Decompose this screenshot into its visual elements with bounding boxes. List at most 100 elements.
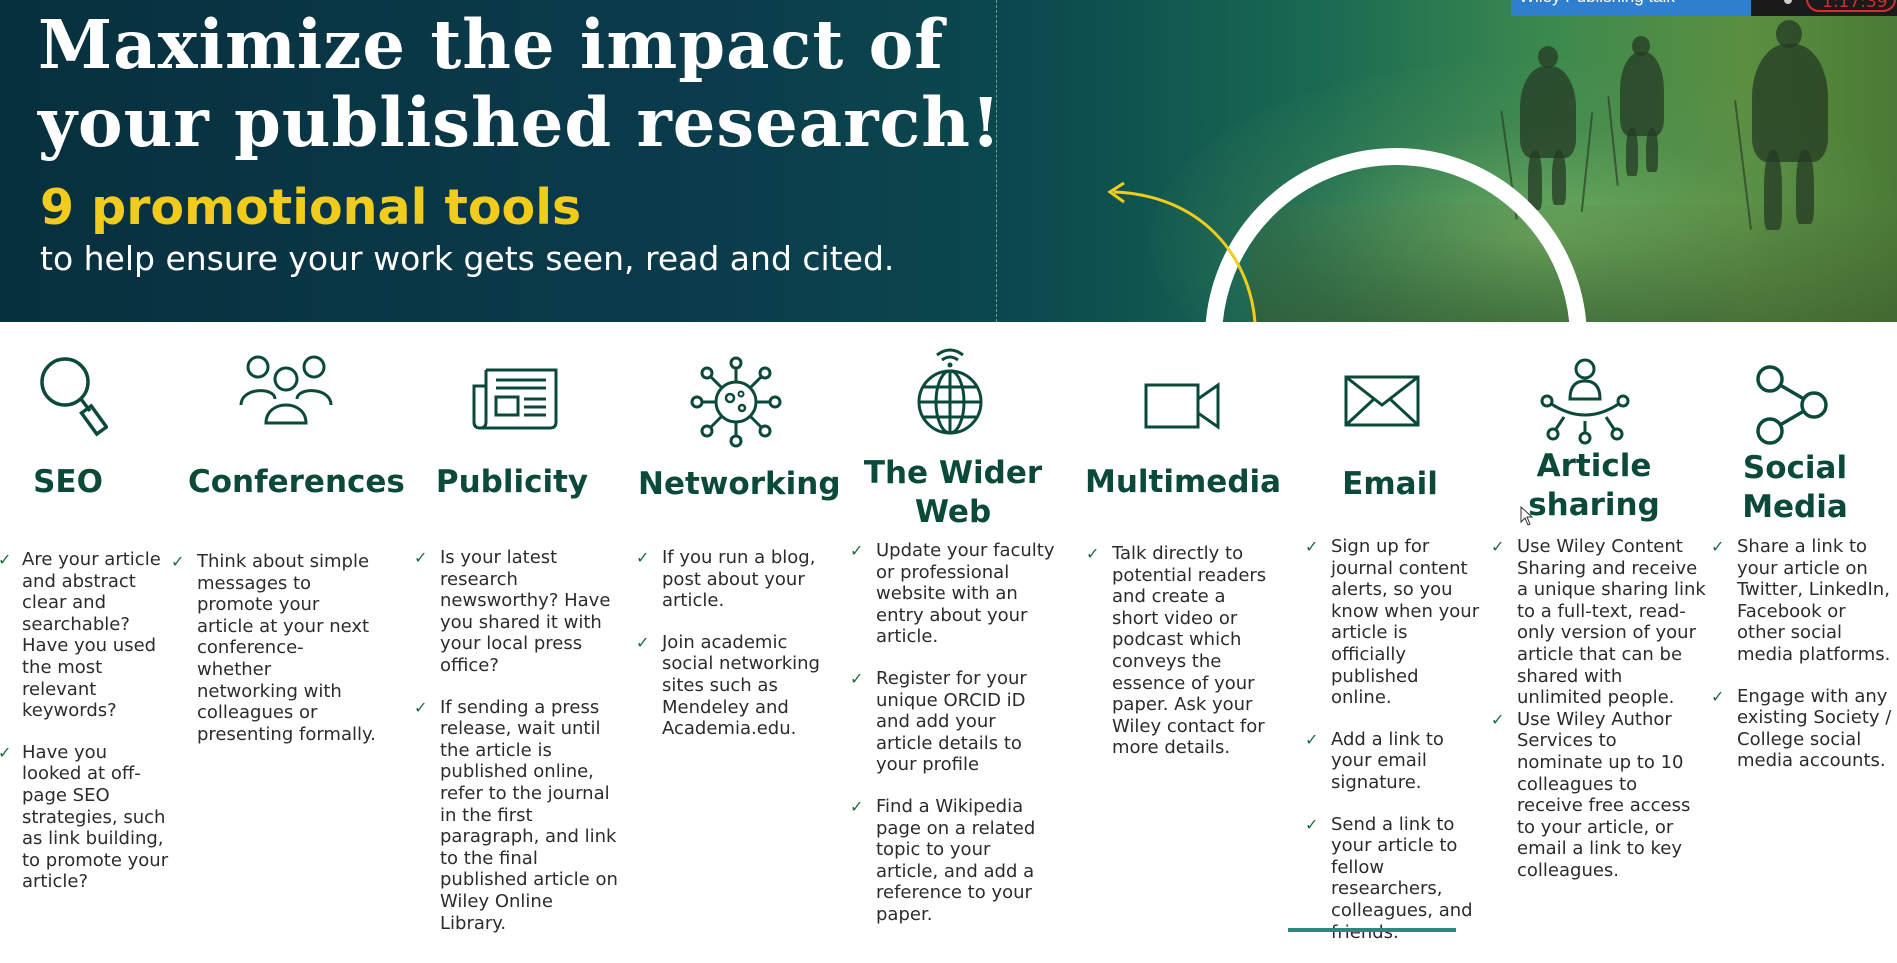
list-item-text: Add a link to your email signature.: [1331, 728, 1444, 793]
tool-title: Article sharing: [1510, 447, 1678, 525]
list-item-text: Join academic social networking sites su…: [662, 631, 820, 740]
list-item: ✓ Register for your unique ORCID iD and a…: [850, 667, 1056, 776]
tool-title: Publicity: [435, 464, 589, 500]
page-title: Maximize the impact of your published re…: [38, 5, 1002, 162]
check-icon: ✓: [414, 548, 428, 567]
check-icon: ✓: [171, 552, 185, 571]
list-item-text: Find a Wikipedia page on a related topic…: [876, 795, 1036, 925]
share-icon: [1755, 364, 1829, 446]
list-item-text: Are your article and abstract clear and …: [22, 549, 161, 722]
walker-silhouette: [1620, 52, 1664, 136]
list-item-text: Use Wiley Content Sharing and receive a …: [1517, 536, 1706, 709]
list-item-text: Update your faculty or professional webs…: [876, 540, 1055, 648]
list-item: ✓ Update your faculty or professional web…: [850, 540, 1056, 648]
list-item: ✓ Send a link to your article to fellow r…: [1305, 813, 1481, 944]
list-item-text: Use Wiley Author Services to nominate up…: [1517, 708, 1691, 881]
tool-title: The Wider Web: [858, 454, 1048, 532]
tool-title-line: The Wider: [863, 455, 1043, 491]
list-item: ✓ Have you looked at off-page SEO strateg…: [0, 741, 172, 893]
tool-title-line: Social: [1742, 450, 1848, 486]
list-item: ✓ Share a link to your article on Twitter…: [1711, 536, 1895, 666]
magnifier-icon: [38, 355, 108, 437]
tool-items: ✓ If you run a blog, post about your arti…: [636, 547, 822, 760]
list-item-text: Send a link to your article to fellow re…: [1331, 813, 1473, 943]
list-item: ✓ Sign up for journal content alerts, so …: [1305, 536, 1481, 709]
list-item: ✓ If you run a blog, post about your arti…: [636, 547, 822, 612]
list-item-text: Share a link to your article on Twitter,…: [1737, 536, 1891, 665]
check-icon: ✓: [0, 742, 12, 762]
list-item-text: Is your latest research newsworthy? Have…: [440, 547, 611, 676]
list-item: ✓ Add a link to your email signature.: [1305, 728, 1481, 794]
network-icon: [688, 354, 784, 450]
video-camera-icon: [1144, 377, 1220, 433]
list-item-text: Think about simple messages to promote y…: [197, 551, 376, 745]
tool-title-line: sharing: [1528, 487, 1660, 523]
walker-leg: [1646, 128, 1658, 172]
hero-banner: Maximize the impact of your published re…: [0, 0, 1897, 322]
list-item: ✓ Think about simple messages to promote …: [171, 551, 377, 745]
list-item: ✓ If sending a press release, wait until …: [414, 696, 620, 935]
walker-silhouette: [1752, 44, 1828, 162]
list-item-text: Register for your unique ORCID iD and ad…: [876, 667, 1027, 776]
tool-items: ✓ Use Wiley Content Sharing and receive a…: [1491, 536, 1707, 902]
check-icon: ✓: [1305, 537, 1319, 556]
list-item: ✓ Find a Wikipedia page on a related topi…: [850, 795, 1056, 926]
walker-silhouette: [1520, 66, 1576, 158]
person-network-icon: [1540, 357, 1630, 445]
tool-title: Social Media: [1720, 449, 1870, 527]
tool-items: ✓ Are your article and abstract clear and…: [0, 549, 172, 913]
mouse-cursor-icon: [1520, 505, 1534, 530]
globe-wifi-icon: [915, 345, 985, 437]
check-icon: ✓: [636, 548, 650, 567]
check-icon: ✓: [850, 796, 864, 816]
tool-title: Email: [1342, 466, 1438, 502]
list-item: ✓ Are your article and abstract clear and…: [0, 549, 172, 722]
tool-items: ✓ Is your latest research newsworthy? Hav…: [414, 547, 620, 954]
list-item: ✓ Use Wiley Content Sharing and receive a…: [1491, 536, 1707, 709]
walker-leg: [1764, 150, 1782, 230]
slide-progress-bar: [1288, 928, 1456, 932]
subtitle-highlight: 9 promotional tools: [40, 179, 582, 236]
check-icon: ✓: [1491, 709, 1505, 729]
tool-items: ✓ Talk directly to potential readers and …: [1086, 543, 1272, 779]
walker-head: [1538, 46, 1558, 68]
tool-items: ✓ Think about simple messages to promote …: [171, 551, 377, 765]
presentation-tab[interactable]: Wiley Publishing talk: [1511, 0, 1751, 16]
check-icon: ✓: [0, 550, 12, 569]
check-icon: ✓: [1491, 537, 1505, 556]
tool-title: Conferences: [188, 464, 405, 500]
newspaper-icon: [472, 366, 560, 430]
check-icon: ✓: [850, 668, 864, 688]
walker-leg: [1796, 150, 1814, 224]
check-icon: ✓: [414, 697, 428, 717]
walker-head: [1776, 20, 1802, 48]
envelope-icon: [1344, 375, 1420, 427]
session-timer-text: 1:17:39: [1822, 0, 1888, 12]
status-dot-icon: [1784, 0, 1792, 4]
check-icon: ✓: [1086, 544, 1100, 563]
walker-leg: [1626, 128, 1638, 176]
walker-head: [1632, 36, 1650, 56]
tool-title-line: Article: [1536, 448, 1652, 484]
list-item: ✓ Talk directly to potential readers and …: [1086, 543, 1272, 759]
list-item-text: If sending a press release, wait until t…: [440, 696, 618, 934]
check-icon: ✓: [1305, 729, 1319, 749]
check-icon: ✓: [636, 632, 650, 652]
tool-title: Multimedia: [1085, 464, 1282, 500]
list-item: ✓ Use Wiley Author Services to nominate u…: [1491, 708, 1707, 882]
list-item-text: Have you looked at off-page SEO strategi…: [22, 741, 169, 893]
tool-title-line: Media: [1742, 489, 1848, 525]
list-item-text: Sign up for journal content alerts, so y…: [1331, 536, 1480, 709]
list-item: ✓ Join academic social networking sites s…: [636, 631, 822, 740]
tool-items: ✓ Update your faculty or professional web…: [850, 540, 1056, 946]
tool-items: ✓ Share a link to your article on Twitter…: [1711, 536, 1895, 792]
tool-items: ✓ Sign up for journal content alerts, so …: [1305, 536, 1481, 963]
tool-title: SEO: [33, 464, 103, 500]
tool-title-line: Web: [914, 494, 992, 530]
list-item-text: Engage with any existing Society / Colle…: [1737, 685, 1892, 772]
walker-leg: [1528, 150, 1542, 210]
list-item-text: Talk directly to potential readers and c…: [1112, 543, 1267, 759]
list-item: ✓ Is your latest research newsworthy? Hav…: [414, 547, 620, 677]
curved-arrow-icon: [1107, 181, 1257, 322]
session-timer: 1:17:39: [1806, 0, 1896, 12]
